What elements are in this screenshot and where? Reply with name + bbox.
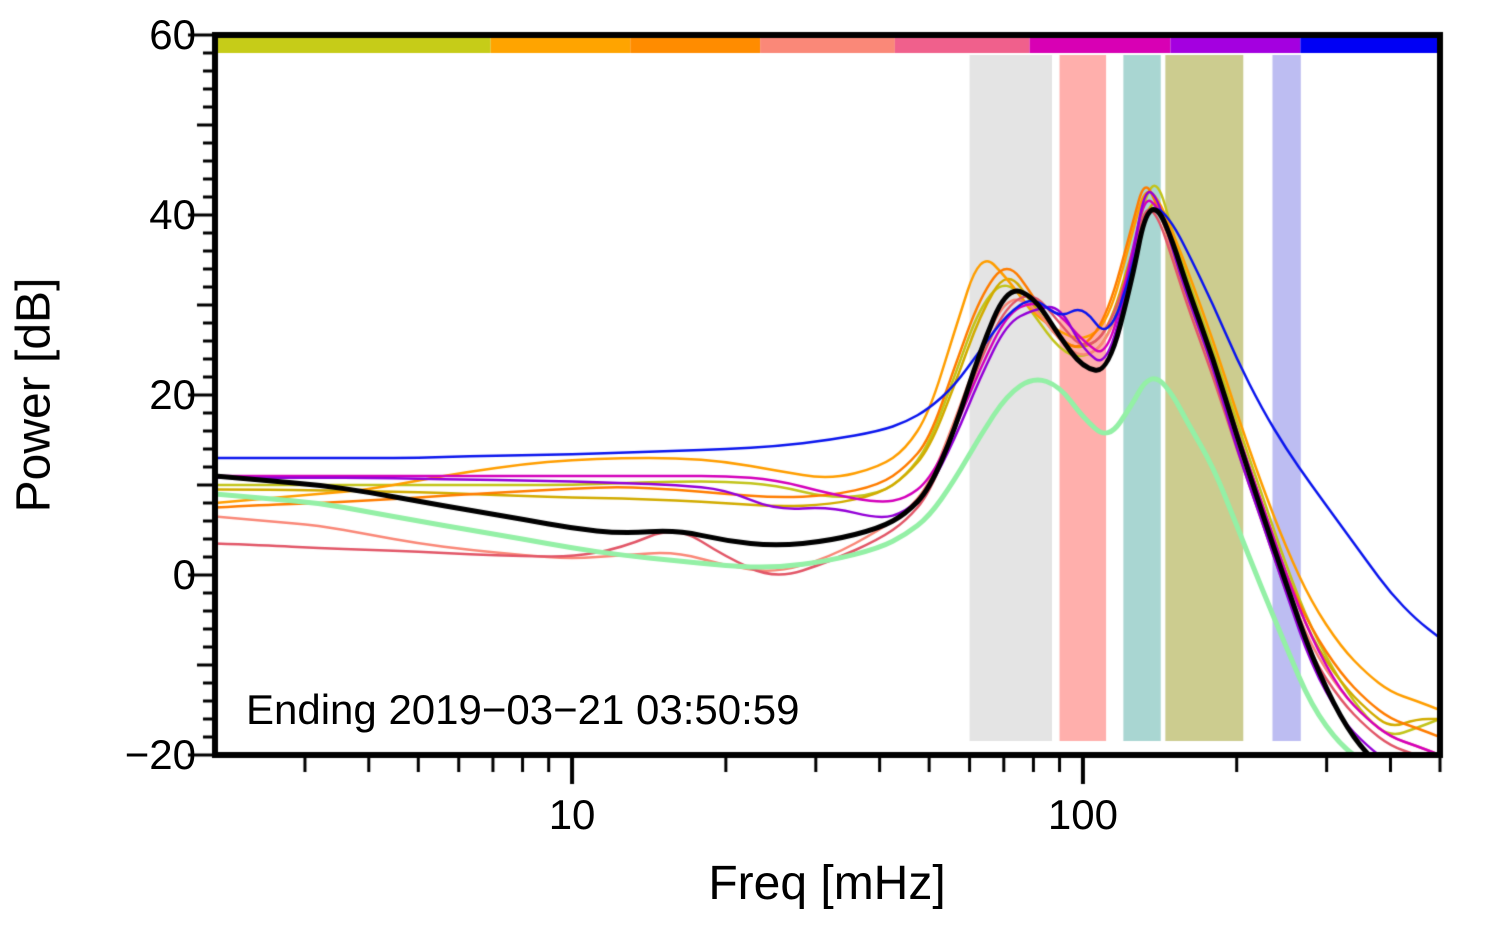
y-tick-label: 0 [172,551,196,598]
ending-time-annotation: Ending 2019−03−21 03:50:59 [246,686,800,733]
x-tick-label: 10 [548,791,596,838]
y-axis-title: Power [dB] [7,277,61,513]
y-tick-label: 40 [149,191,196,238]
x-axis-title: Freq [mHz] [708,857,946,910]
y-tick-label: 20 [149,371,196,418]
y-tick-label: −20 [124,731,196,778]
x-tick-label: 100 [1047,791,1118,838]
y-tick-label: 60 [149,11,196,58]
